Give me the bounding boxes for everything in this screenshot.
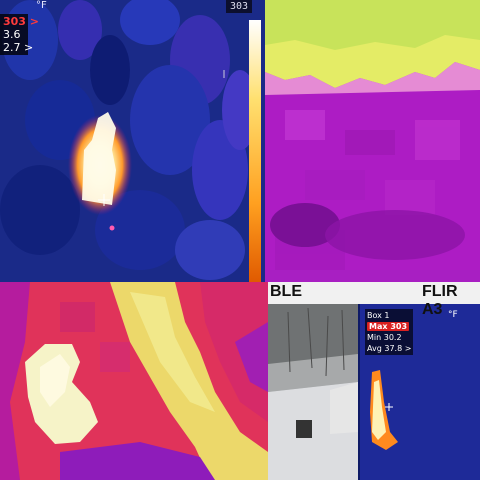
- inset-min-label: Min: [367, 333, 382, 342]
- readout-avg: 2.7 >: [3, 41, 34, 54]
- inset-avg-row: Avg 37.8 >: [367, 343, 411, 354]
- visible-camera-view: [268, 304, 358, 480]
- readout-min: 3.6: [3, 28, 21, 41]
- banner-left-text: BLE: [270, 283, 302, 300]
- temperature-unit: °F: [36, 0, 47, 11]
- scale-max-label: 303: [226, 0, 253, 13]
- thermal-tile-bottom-left: [0, 282, 268, 480]
- inset-avg-value: 37.8 >: [384, 344, 412, 353]
- inset-box-label: Box 1: [367, 311, 390, 320]
- inset-unit: °F: [448, 310, 458, 320]
- inset-max-value: 303: [390, 322, 408, 331]
- inset-min-row: Min 30.2: [367, 332, 411, 343]
- inset-avg-label: Avg: [367, 344, 382, 353]
- inset-readout-panel: Box 1 Max 303 Min 30.2 Avg 37.8 >: [365, 309, 414, 355]
- thermal-tile-top-left: 303 > 3.6 2.7 > °F 303: [0, 0, 265, 282]
- crosshair-icon: [98, 194, 110, 206]
- thermal-scene-forest: [0, 0, 265, 282]
- readout-panel: 303 > 3.6 2.7 >: [0, 14, 40, 55]
- temperature-scale-bar: [249, 20, 261, 282]
- inset-min-value: 30.2: [383, 333, 402, 342]
- channel-banner: BLE FLIR A3: [268, 282, 480, 318]
- thermal-tile-top-right: [265, 0, 480, 282]
- inset-crosshair-icon: [385, 403, 393, 411]
- inset-max-row: Max 303: [367, 321, 411, 332]
- thermal-tile-bottom-right: BLE FLIR A3 Box 1 Max 303 Min 30.2 Avg 3…: [268, 282, 480, 480]
- banner-right-text: FLIR A3: [422, 283, 458, 318]
- readout-max: 303 >: [3, 15, 40, 28]
- thermal-closeup-red: [0, 282, 268, 480]
- thermal-closeup-magenta: [265, 0, 480, 282]
- inset-max-label: Max: [369, 322, 388, 331]
